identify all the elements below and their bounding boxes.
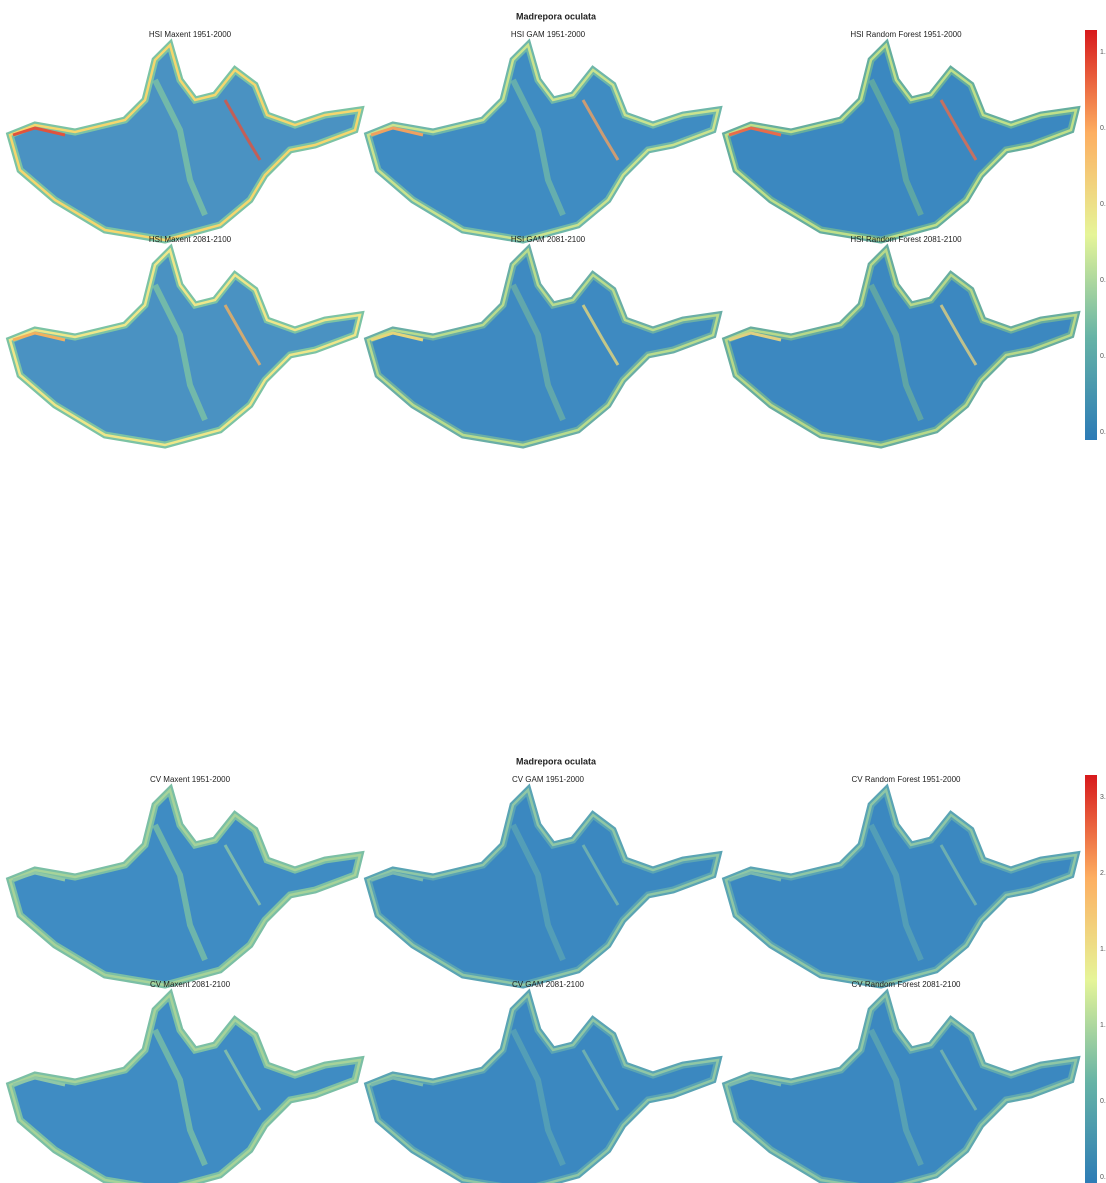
figure-title: Madrepora oculata bbox=[516, 756, 597, 766]
colorbar bbox=[1085, 30, 1097, 440]
panel-title: HSI GAM 1951-2000 bbox=[511, 30, 586, 39]
panel-title: HSI Maxent 1951-2000 bbox=[149, 30, 232, 39]
map-panel bbox=[726, 995, 1076, 1183]
map-panel bbox=[726, 790, 1076, 985]
colorbar bbox=[1085, 775, 1097, 1183]
map-panel bbox=[726, 250, 1076, 445]
map-panel bbox=[10, 790, 360, 985]
colorbar-label: 1. bbox=[1100, 946, 1106, 953]
colorbar-label: 0. bbox=[1100, 1174, 1106, 1181]
map-panel bbox=[10, 45, 360, 240]
panel-title: CV Maxent 1951-2000 bbox=[150, 775, 231, 784]
map-panel bbox=[368, 790, 718, 985]
colorbar-label: 3. bbox=[1100, 794, 1106, 801]
map-panel bbox=[368, 995, 718, 1183]
colorbar-label: 0. bbox=[1100, 1098, 1106, 1105]
panel-title: HSI Random Forest 1951-2000 bbox=[850, 30, 962, 39]
panel-title: CV GAM 2081-2100 bbox=[512, 980, 585, 989]
map-panel bbox=[10, 250, 360, 445]
panel-title: CV Random Forest 1951-2000 bbox=[852, 775, 962, 784]
panel-title: HSI Random Forest 2081-2100 bbox=[850, 235, 962, 244]
figure-page: Madrepora oculata HSI Maxent 1951-2000 HSI… bbox=[0, 0, 1106, 1183]
colorbar-label: 0. bbox=[1100, 201, 1106, 208]
colorbar-label: 0. bbox=[1100, 429, 1106, 436]
panel-title: CV Random Forest 2081-2100 bbox=[852, 980, 962, 989]
map-panel bbox=[368, 45, 718, 240]
map-panel bbox=[726, 45, 1076, 240]
colorbar-label: 0. bbox=[1100, 125, 1106, 132]
panel-title: CV Maxent 2081-2100 bbox=[150, 980, 231, 989]
colorbar-label: 0. bbox=[1100, 277, 1106, 284]
panel-title: HSI GAM 2081-2100 bbox=[511, 235, 586, 244]
colorbar-label: 0. bbox=[1100, 353, 1106, 360]
map-panel bbox=[10, 995, 360, 1183]
figure-title: Madrepora oculata bbox=[516, 11, 597, 21]
colorbar-label: 1. bbox=[1100, 1022, 1106, 1029]
colorbar-label: 2. bbox=[1100, 870, 1106, 877]
panel-title: CV GAM 1951-2000 bbox=[512, 775, 585, 784]
map-panel bbox=[368, 250, 718, 445]
colorbar-label: 1. bbox=[1100, 49, 1106, 56]
panel-title: HSI Maxent 2081-2100 bbox=[149, 235, 232, 244]
